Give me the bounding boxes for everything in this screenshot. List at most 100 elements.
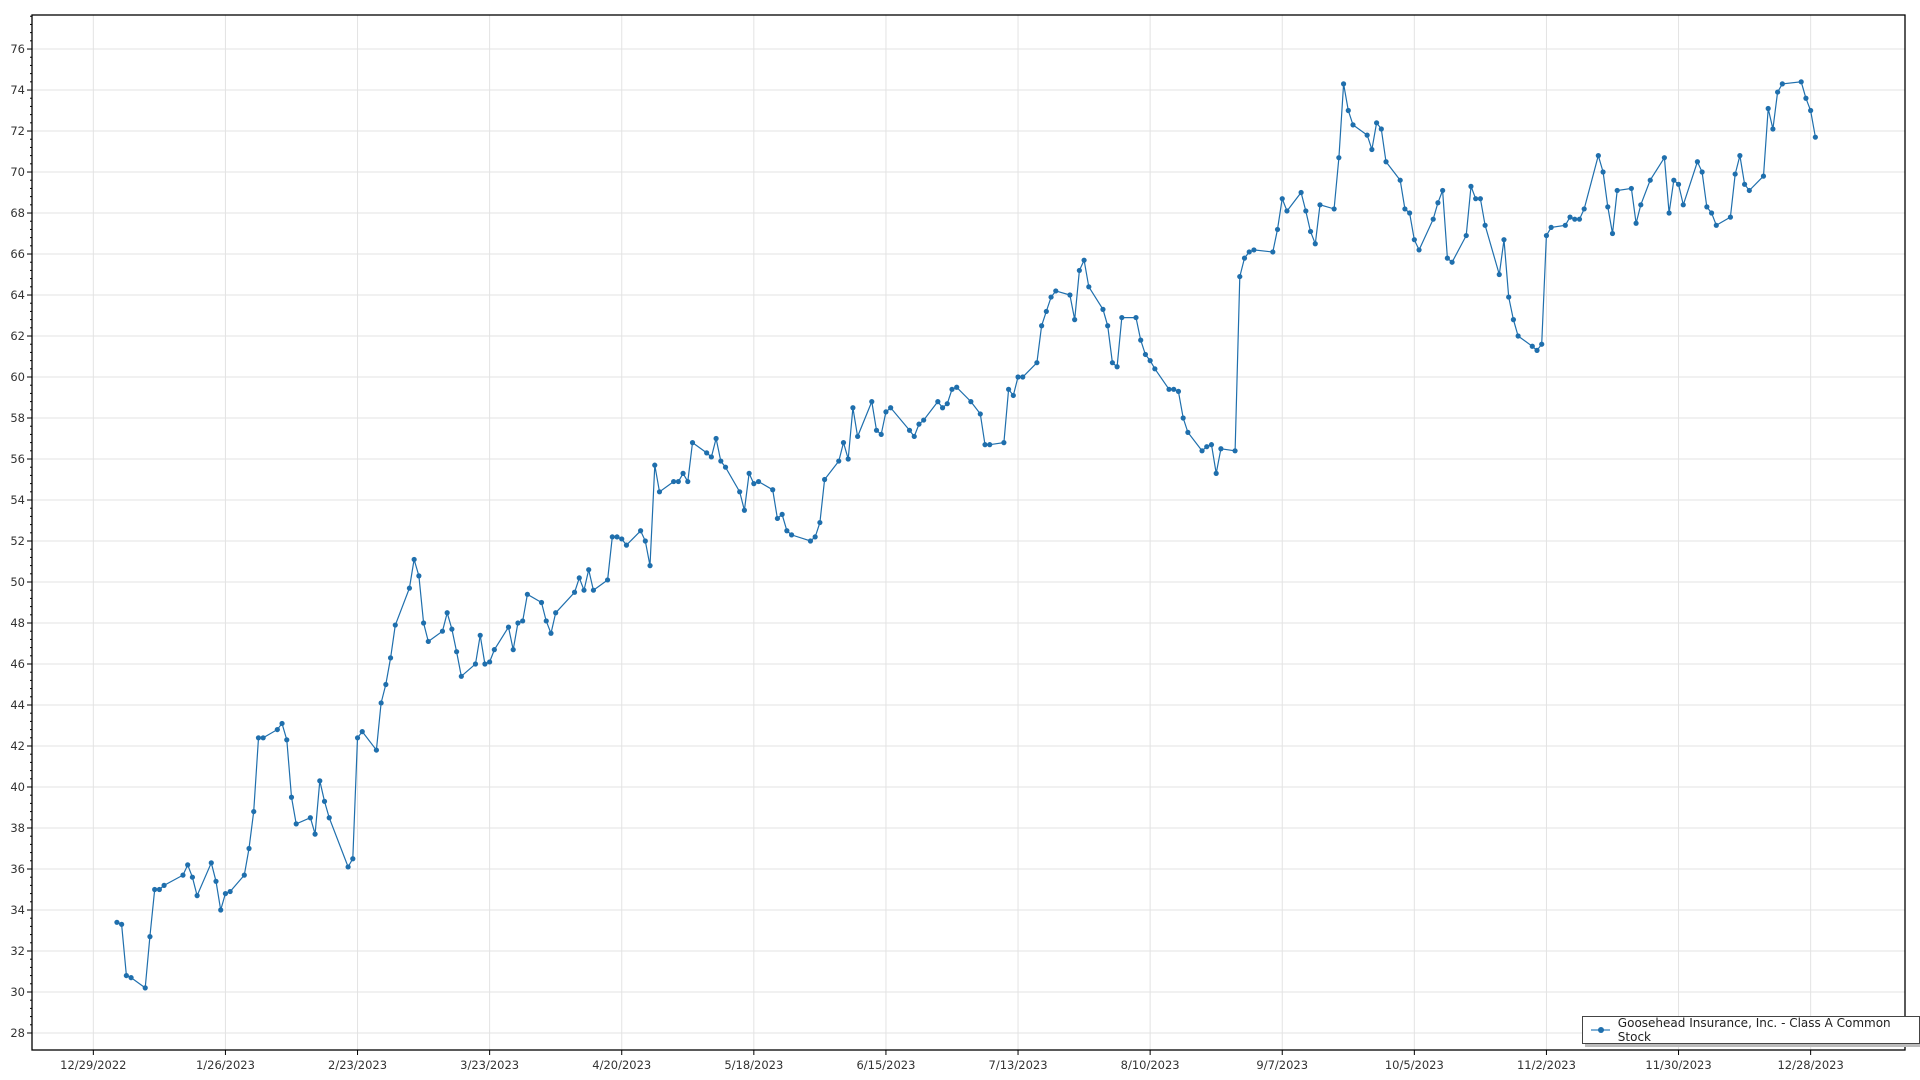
data-point [812,534,818,540]
data-point [284,737,290,743]
data-point [1482,222,1488,228]
legend-line-marker-icon [1591,1026,1610,1034]
data-point [1397,177,1403,183]
y-tick-label: 34 [10,903,25,917]
data-point [1496,271,1502,278]
data-point [1435,200,1441,206]
data-point [1081,257,1087,263]
data-point [713,435,719,442]
data-point [524,591,530,597]
data-point [619,536,625,542]
data-point [420,620,427,626]
y-tick-label: 42 [10,739,25,753]
data-point [1114,364,1120,370]
data-point [1152,366,1158,372]
data-point [1133,314,1139,321]
data-point [1543,232,1550,239]
data-point [609,534,615,540]
data-point [689,440,696,446]
price-line [116,81,1816,990]
data-point [317,778,323,784]
data-point [911,433,917,440]
data-point [1647,177,1653,183]
y-tick-label: 56 [10,452,25,466]
data-point [1430,216,1436,222]
y-tick-label: 70 [10,165,25,179]
data-point [487,659,493,665]
data-point [1628,185,1634,192]
data-point [1572,216,1578,222]
data-point [345,864,351,870]
data-point [845,456,851,462]
data-point [935,399,941,405]
data-point [722,464,729,470]
data-point [1270,249,1276,255]
y-tick-label: 66 [10,247,25,261]
data-point [652,462,658,468]
data-point [1039,323,1045,329]
data-point [987,442,993,448]
y-tick-label: 40 [10,780,25,794]
data-point [1218,446,1224,452]
data-point [1001,440,1007,446]
data-point [1501,237,1507,243]
data-point [505,624,512,630]
data-point [449,626,455,632]
data-point [251,808,257,815]
data-point [1463,232,1469,239]
data-point [1232,448,1238,454]
data-point [454,649,460,655]
data-point [1020,374,1026,380]
data-point [888,405,894,411]
data-point [1473,196,1479,202]
data-point [458,673,464,679]
data-point [142,985,148,991]
data-point [784,528,790,534]
data-point [1331,206,1337,212]
data-point [1562,222,1568,228]
data-point [161,882,167,888]
data-point [156,886,162,893]
data-point [916,421,922,427]
data-point [387,655,394,661]
data-point [1741,181,1748,187]
data-point [548,630,554,636]
data-point [1340,81,1347,87]
data-point [604,577,611,583]
y-tick-label: 44 [10,698,25,712]
y-tick-label: 52 [10,534,25,548]
data-point [708,454,714,460]
data-point [1034,360,1040,366]
y-tick-label: 58 [10,411,25,425]
data-point [671,478,677,485]
data-point [326,815,332,821]
data-point [638,528,644,534]
data-point [1515,333,1521,339]
data-point [1440,187,1446,194]
y-tick-label: 46 [10,657,25,671]
y-tick-label: 32 [10,944,25,958]
data-point [1576,216,1583,222]
data-point [147,934,153,940]
data-point [1727,214,1734,220]
data-point [1364,132,1370,138]
data-point [1345,107,1351,114]
y-tick-label: 68 [10,206,25,220]
data-point [1666,210,1672,216]
gridlines [32,15,1905,1050]
data-point [1638,202,1644,208]
data-point [383,681,389,688]
data-point [1661,155,1667,161]
data-point [1373,120,1380,126]
data-point [1779,81,1785,87]
data-point [807,538,814,544]
plot-frame [31,14,1906,1051]
y-tick-label: 38 [10,821,25,835]
y-tick-label: 76 [10,42,25,56]
data-point [1737,153,1743,159]
data-point [581,587,587,593]
data-point [425,638,431,645]
data-point [704,450,710,456]
data-point [114,919,120,925]
data-point [1298,189,1304,196]
